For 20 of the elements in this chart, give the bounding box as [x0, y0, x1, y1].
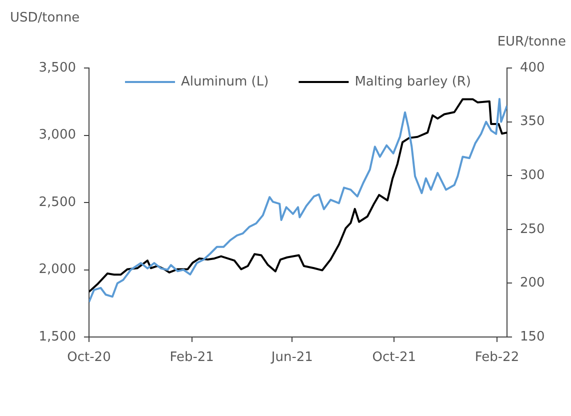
y-axis-title: USD/tonne [10, 10, 80, 26]
y-tick-label: 2,500 [38, 194, 76, 210]
y-tick-label: 3,000 [38, 128, 76, 143]
x-tick-label: Oct-21 [372, 350, 416, 366]
y2-tick-label: 200 [520, 276, 545, 291]
y-tick-label: 3,500 [38, 60, 76, 76]
y2-tick-label: 300 [520, 168, 545, 183]
x-tick-label: Oct-20 [67, 350, 111, 366]
y2-tick-label: 400 [520, 60, 545, 76]
x-tick-label: Feb-21 [170, 350, 214, 366]
y2-axis-title: EUR/tonne [497, 34, 566, 50]
x-tick-label: Feb-22 [474, 350, 520, 366]
y2-tick-label: 350 [520, 114, 545, 130]
legend-label: Aluminum (L) [181, 74, 269, 90]
y2-tick-label: 250 [520, 222, 545, 237]
legend-label: Malting barley (R) [354, 74, 471, 90]
y2-tick-label: 150 [520, 329, 545, 344]
y-tick-label: 1,500 [38, 329, 76, 344]
y-tick-label: 2,000 [38, 262, 76, 278]
x-tick-label: Jun-21 [270, 350, 313, 366]
